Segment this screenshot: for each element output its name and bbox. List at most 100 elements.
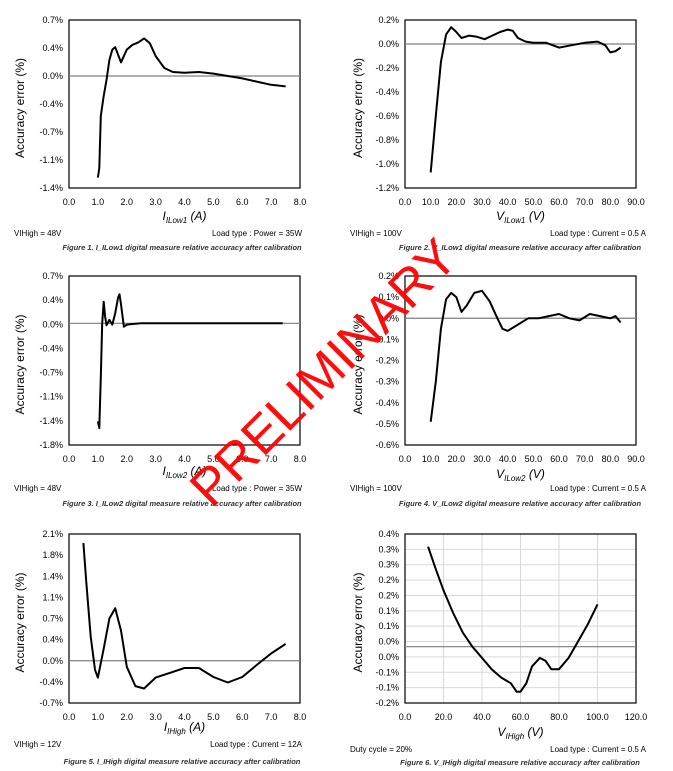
y-tick-label: -1.1%	[39, 392, 63, 402]
x-tick-label: 20.0	[448, 197, 466, 207]
x-tick-label: 100.0	[586, 712, 609, 722]
x-tick-label: 10.0	[422, 454, 440, 464]
x-tick-label: 5.0	[207, 712, 220, 722]
y-tick-label: 0.7%	[42, 15, 63, 25]
x-tick-label: 30.0	[473, 454, 491, 464]
x-tick-label: 6.0	[236, 712, 249, 722]
right-note: Load type : Current = 12A	[210, 740, 303, 749]
x-tick-label: 8.0	[294, 197, 307, 207]
y-tick-label: -0.5%	[375, 419, 399, 429]
x-tick-label: 7.0	[265, 197, 278, 207]
x-tick-label: 20.0	[448, 454, 466, 464]
y-tick-label: -0.1%	[375, 667, 399, 677]
left-note: VIHigh = 12V	[14, 740, 62, 749]
plot-frame	[68, 533, 301, 704]
y-tick-label: -0.6%	[375, 440, 399, 450]
x-tick-label: 7.0	[265, 712, 278, 722]
y-tick-label: -1.0%	[375, 159, 399, 169]
y-tick-label: 0.3%	[378, 544, 399, 554]
y-tick-label: 0.0%	[42, 319, 63, 329]
y-axis-label: Accuracy error (%)	[351, 58, 365, 158]
y-tick-label: 0.0%	[42, 71, 63, 81]
x-tick-label: 50.0	[525, 454, 543, 464]
y-tick-label: -0.2%	[375, 63, 399, 73]
x-tick-label: 3.0	[149, 197, 162, 207]
y-tick-label: -0.2%	[375, 356, 399, 366]
chart-3: 0.7% 0.4% 0.0% -0.4% -0.7% -1.1% -1.4% -1.8%0.0…	[13, 271, 306, 508]
plot-frame	[404, 533, 637, 704]
chart-1: 0.7% 0.4% 0.0% -0.4% -0.7% -1.1% -1.4%0.0 1.0 2.…	[13, 15, 306, 252]
x-tick-label: 7.0	[265, 454, 278, 464]
x-tick-label: 0.0	[63, 454, 76, 464]
right-note: Load type : Power = 35W	[212, 484, 303, 493]
x-tick-label: 120.0	[625, 712, 648, 722]
y-tick-label: 0.0%	[378, 313, 399, 323]
chart-5: 2.1% 1.8% 1.4% 1.1% 0.7% 0.4% 0.0% -0.4% -0.7%0.…	[13, 529, 306, 766]
x-axis-label: VILow2 (V)	[496, 467, 545, 483]
x-tick-label: 40.0	[473, 712, 491, 722]
y-tick-label: -1.1%	[39, 155, 63, 165]
x-tick-label: 70.0	[576, 454, 594, 464]
y-tick-label: -0.6%	[375, 111, 399, 121]
x-tick-label: 40.0	[499, 454, 517, 464]
y-tick-label: -0.1%	[375, 334, 399, 344]
y-tick-label: 0.4%	[378, 529, 399, 539]
x-tick-label: 20.0	[435, 712, 453, 722]
x-tick-label: 0.0	[63, 197, 76, 207]
x-tick-label: 90.0	[627, 454, 645, 464]
chart-4: 0.2% 0.1% 0.0% -0.1% -0.2% -0.3% -0.4% -0.5% -0.…	[350, 271, 647, 508]
figure-caption: Figure 3. I_ILow2 digital measure relati…	[62, 499, 302, 508]
x-tick-label: 2.0	[120, 454, 133, 464]
right-note: Load type : Current = 0.5 A	[550, 229, 647, 238]
y-tick-label: 0.4%	[42, 635, 63, 645]
x-axis-label: VIHigh (V)	[497, 725, 543, 741]
y-axis-label: Accuracy error (%)	[13, 58, 27, 158]
x-tick-label: 6.0	[236, 454, 249, 464]
series-line	[96, 37, 286, 178]
y-tick-label: 0.0%	[378, 39, 399, 49]
chart-6: 0.4% 0.3% 0.3% 0.2% 0.2% 0.1% 0.1% 0.0% 0.0% -0.1…	[350, 529, 647, 767]
x-tick-label: 1.0	[92, 454, 105, 464]
y-tick-label: -0.3%	[375, 377, 399, 387]
x-axis-label: IILow2 (A)	[162, 464, 206, 480]
y-tick-label: -1.8%	[39, 440, 63, 450]
y-tick-label: 2.1%	[42, 529, 63, 539]
y-tick-label: -0.4%	[39, 343, 63, 353]
y-tick-label: -1.2%	[375, 183, 399, 193]
y-axis-label: Accuracy error (%)	[351, 314, 365, 414]
y-tick-label: 0.0%	[42, 656, 63, 666]
x-tick-label: 80.0	[550, 712, 568, 722]
series-line	[429, 289, 622, 422]
figure-caption: Figure 1. I_ILow1 digital measure relati…	[62, 243, 302, 252]
y-tick-label: 0.1%	[378, 621, 399, 631]
left-note: VIHigh = 48V	[14, 229, 62, 238]
preliminary-watermark: PRELIMINARY	[179, 228, 469, 518]
x-axis-label: IIHigh (A)	[164, 720, 205, 736]
x-tick-label: 10.0	[422, 197, 440, 207]
y-tick-label: 1.4%	[42, 571, 63, 581]
x-axis-label: IILow1 (A)	[162, 209, 206, 225]
y-tick-label: -0.4%	[375, 87, 399, 97]
right-note: Load type : Power = 35W	[212, 229, 303, 238]
x-tick-label: 70.0	[576, 197, 594, 207]
x-tick-label: 90.0	[627, 197, 645, 207]
x-tick-label: 3.0	[149, 712, 162, 722]
y-tick-label: 0.2%	[378, 590, 399, 600]
left-note: Duty cycle = 20%	[350, 745, 412, 754]
x-tick-label: 60.0	[550, 454, 568, 464]
x-tick-label: 80.0	[602, 197, 620, 207]
y-tick-label: 0.4%	[42, 43, 63, 53]
y-tick-label: 0.3%	[378, 560, 399, 570]
y-tick-label: 0.2%	[378, 575, 399, 585]
x-tick-label: 8.0	[294, 454, 307, 464]
y-tick-label: -0.4%	[39, 677, 63, 687]
x-tick-label: 0.0	[399, 454, 412, 464]
series-line	[429, 26, 622, 173]
plot-frame	[404, 275, 637, 446]
y-axis-label: Accuracy error (%)	[13, 572, 27, 672]
x-tick-label: 0.0	[399, 197, 412, 207]
y-tick-label: 1.1%	[42, 592, 63, 602]
x-axis-label: VILow1 (V)	[496, 209, 545, 225]
left-note: VIHigh = 100V	[350, 229, 402, 238]
y-tick-label: -0.7%	[39, 368, 63, 378]
